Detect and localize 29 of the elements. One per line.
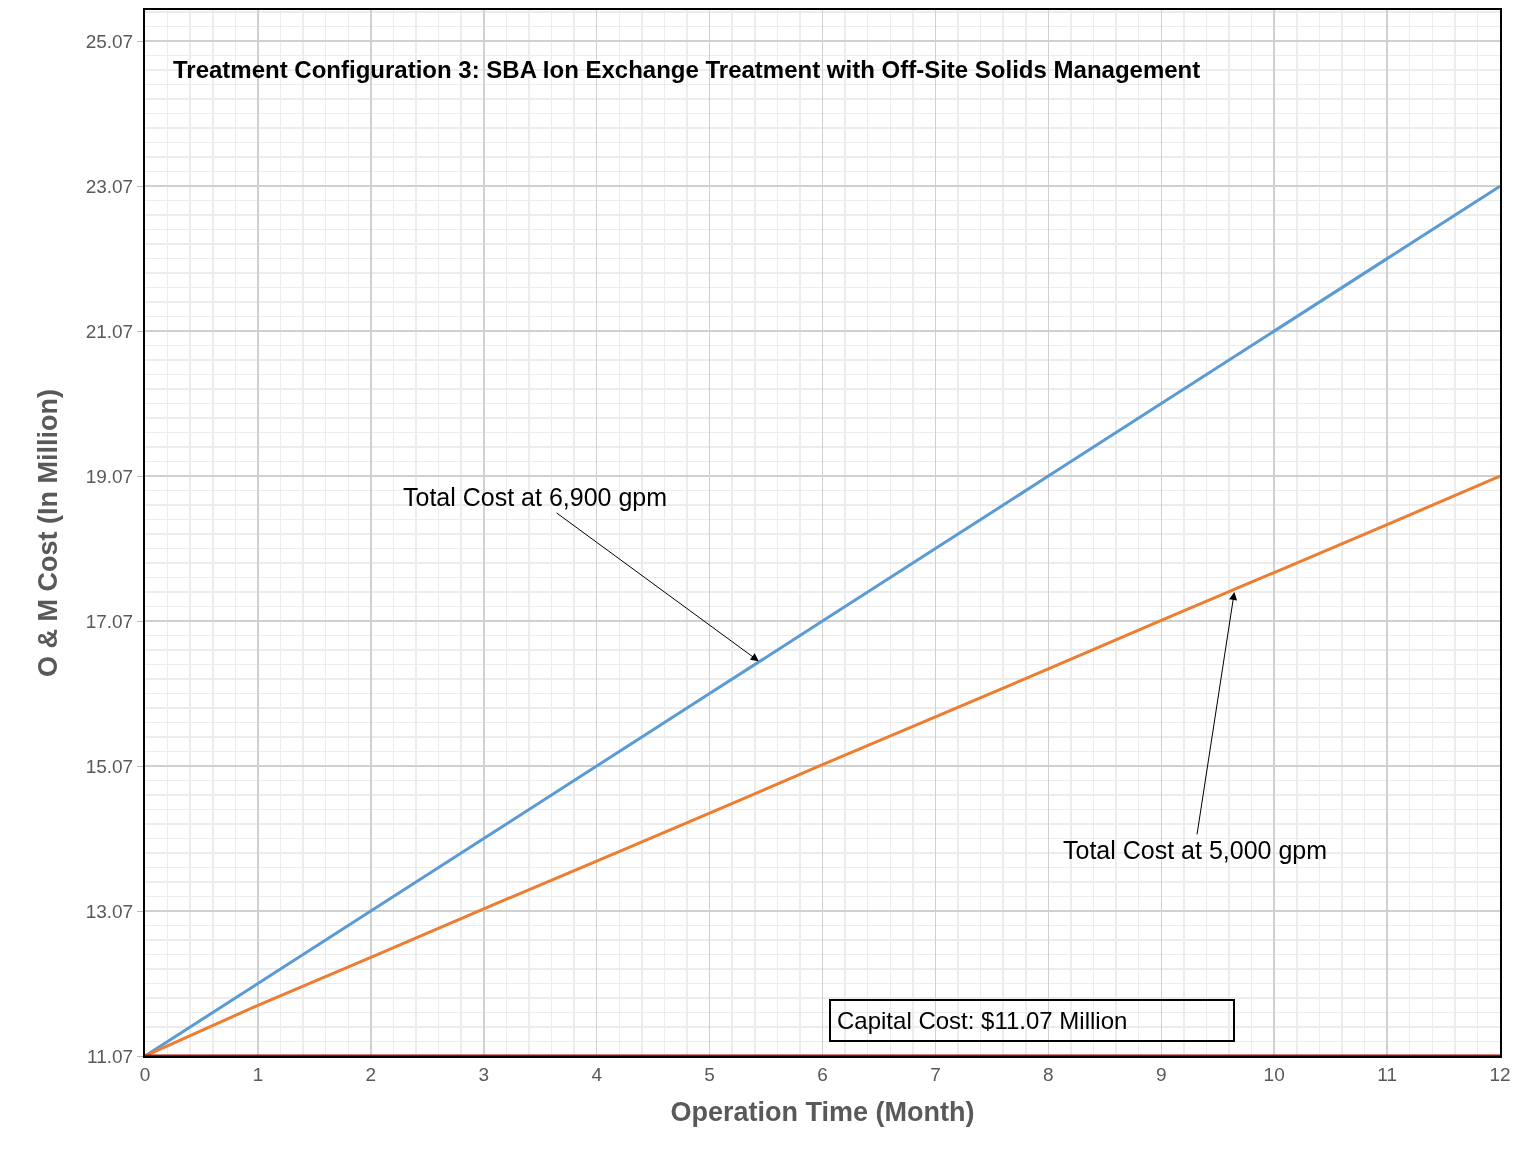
y-tick-label: 23.07 — [85, 175, 134, 197]
x-tick-label: 11 — [1377, 1063, 1397, 1085]
y-tick-label: 15.07 — [85, 755, 134, 777]
y-tick-label: 25.07 — [85, 30, 134, 52]
x-tick-label: 10 — [1263, 1063, 1285, 1085]
ref-line-label: Capital Cost: $11.07 Million — [837, 1007, 1128, 1034]
line-series — [145, 474, 1500, 1056]
x-tick-label: 7 — [930, 1063, 941, 1085]
y-tick-label: 21.07 — [85, 320, 134, 342]
x-tick-label: 12 — [1489, 1063, 1511, 1085]
x-tick-label: 3 — [478, 1063, 490, 1085]
y-tick-label: 11.07 — [87, 1045, 134, 1067]
y-tick-label: 17.07 — [85, 610, 134, 632]
text: Treatment Configuration 3: SBA Ion Exchange Treatment with Off-Site Solids Management — [173, 56, 1201, 84]
y-axis-title: O & M Cost (In Million) — [33, 389, 64, 677]
x-tick-label: 0 — [139, 1063, 151, 1085]
annotation: Total Cost at 5,000 gpm — [1063, 836, 1328, 864]
x-tick-label: 2 — [365, 1063, 377, 1085]
annotation: Total Cost at 6,900 gpm — [403, 483, 668, 511]
x-tick-label: 6 — [817, 1063, 828, 1085]
x-tick-label: 1 — [252, 1063, 264, 1085]
y-tick-label: 13.07 — [85, 900, 134, 922]
x-tick-label: 8 — [1043, 1063, 1054, 1085]
x-axis-title: Operation Time (Month) — [670, 1096, 975, 1127]
x-tick-label: 5 — [704, 1063, 715, 1085]
x-tick-label: 4 — [591, 1063, 603, 1085]
line-series — [145, 184, 1500, 1056]
y-tick-label: 19.07 — [85, 465, 134, 487]
x-tick-label: 9 — [1155, 1063, 1167, 1085]
